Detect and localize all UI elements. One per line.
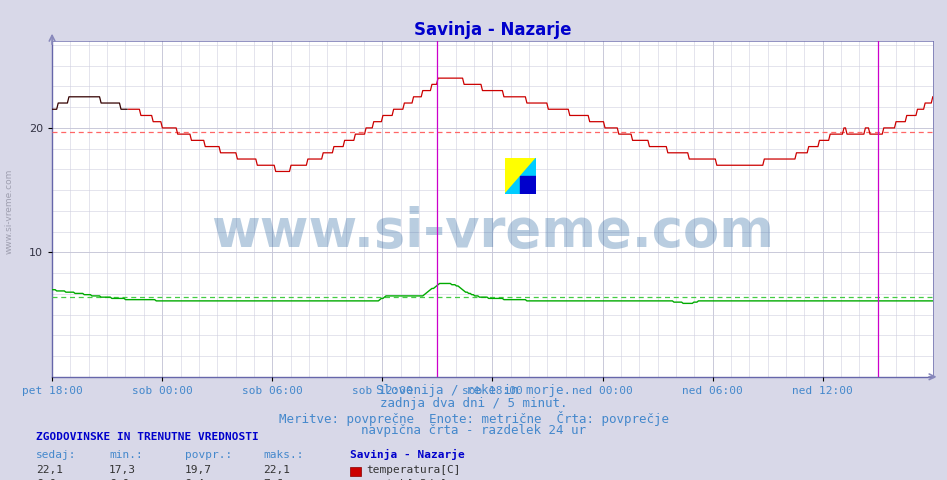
Text: pretok[m3/s]: pretok[m3/s] [366, 479, 448, 480]
Text: min.:: min.: [109, 450, 143, 460]
Text: 6,0: 6,0 [109, 479, 129, 480]
Text: www.si-vreme.com: www.si-vreme.com [5, 168, 14, 254]
Text: navpična črta - razdelek 24 ur: navpična črta - razdelek 24 ur [361, 424, 586, 437]
Text: 7,6: 7,6 [263, 479, 283, 480]
Polygon shape [521, 177, 536, 194]
Text: 22,1: 22,1 [36, 465, 63, 475]
Polygon shape [505, 158, 536, 194]
Text: 19,7: 19,7 [185, 465, 212, 475]
Text: sedaj:: sedaj: [36, 450, 77, 460]
Text: www.si-vreme.com: www.si-vreme.com [211, 206, 774, 258]
Text: ZGODOVINSKE IN TRENUTNE VREDNOSTI: ZGODOVINSKE IN TRENUTNE VREDNOSTI [36, 432, 259, 442]
Text: zadnja dva dni / 5 minut.: zadnja dva dni / 5 minut. [380, 397, 567, 410]
Text: maks.:: maks.: [263, 450, 304, 460]
Text: Meritve: povprečne  Enote: metrične  Črta: povprečje: Meritve: povprečne Enote: metrične Črta:… [278, 411, 669, 426]
Text: Slovenija / reke in morje.: Slovenija / reke in morje. [376, 384, 571, 397]
Text: povpr.:: povpr.: [185, 450, 232, 460]
Title: Savinja - Nazarje: Savinja - Nazarje [414, 21, 571, 39]
Text: 17,3: 17,3 [109, 465, 136, 475]
Text: Savinja - Nazarje: Savinja - Nazarje [350, 449, 465, 460]
Text: 22,1: 22,1 [263, 465, 291, 475]
Text: 6,4: 6,4 [185, 479, 205, 480]
Text: temperatura[C]: temperatura[C] [366, 465, 461, 475]
Text: 6,0: 6,0 [36, 479, 56, 480]
Polygon shape [505, 158, 536, 194]
